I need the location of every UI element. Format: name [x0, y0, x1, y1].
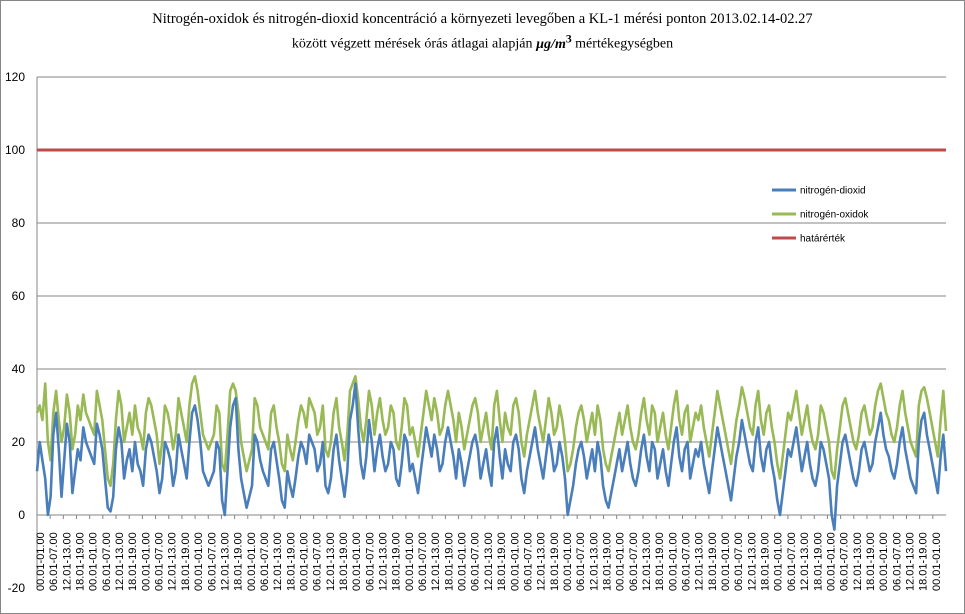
x-tick-label: 18.01-19.00	[760, 532, 772, 591]
x-tick-label: 06.01-07.00	[681, 532, 693, 591]
x-tick-label: 12.01-13.00	[904, 532, 916, 591]
x-tick-label: 12.01-13.00	[852, 532, 864, 591]
title-unit: µg/m	[535, 36, 566, 52]
x-axis: 00.01-01.00 06.01-07.00 12.01-13.00 18.01-1…	[35, 514, 946, 591]
x-tick-label: 06.01-07.00	[364, 532, 376, 591]
x-tick-label: 12.01-13.00	[430, 532, 442, 591]
x-tick-label: 18.01-19.00	[865, 532, 877, 591]
chart-title: Nitrogén-oxidok és nitrogén-dioxid konce…	[0, 10, 965, 54]
x-tick-label: 12.01-13.00	[325, 532, 337, 591]
x-tick-label: 00.01-01.00	[825, 532, 837, 591]
x-tick-label: 00.01-01.00	[35, 532, 47, 591]
x-tick-label: 00.01-01.00	[773, 532, 785, 591]
x-tick-label: 00.01-01.00	[246, 532, 258, 591]
x-tick-label: 12.01-13.00	[61, 532, 73, 591]
x-tick-label: 12.01-13.00	[114, 532, 126, 591]
x-tick-label: 00.01-01.00	[931, 532, 943, 591]
legend: nitrogén-dioxid nitrogén-oxidok határérték	[772, 186, 869, 245]
legend-label: nitrogén-oxidok	[800, 210, 869, 221]
x-tick-label: 00.01-01.00	[457, 532, 469, 591]
x-tick-label: 06.01-07.00	[48, 532, 60, 591]
x-tick-label: 06.01-07.00	[154, 532, 166, 591]
x-tick-label: 06.01-07.00	[101, 532, 113, 591]
x-tick-label: 00.01-01.00	[667, 532, 679, 591]
x-tick-label: 00.01-01.00	[562, 532, 574, 591]
x-tick-label: 00.01-01.00	[88, 532, 100, 591]
x-tick-label: 12.01-13.00	[799, 532, 811, 591]
x-tick-label: 00.01-01.00	[351, 532, 363, 591]
chart-title-line2: között végzett mérések órás átlagai alap…	[0, 29, 965, 54]
y-tick-label: 80	[12, 216, 26, 230]
x-tick-label: 12.01-13.00	[167, 532, 179, 591]
x-tick-label: 12.01-13.00	[641, 532, 653, 591]
x-tick-label: 00.01-01.00	[509, 532, 521, 591]
y-tick-label: 120	[5, 70, 25, 84]
x-tick-label: 12.01-13.00	[219, 532, 231, 591]
legend-label: határérték	[800, 234, 846, 245]
x-tick-label: 18.01-19.00	[549, 532, 561, 591]
x-tick-label: 18.01-19.00	[918, 532, 930, 591]
x-tick-label: 06.01-07.00	[786, 532, 798, 591]
x-tick-label: 18.01-19.00	[496, 532, 508, 591]
x-tick-label: 18.01-19.00	[812, 532, 824, 591]
title-unit-exponent: 3	[565, 32, 572, 45]
x-tick-label: 12.01-13.00	[536, 532, 548, 591]
series-line-no2	[35, 382, 948, 531]
x-tick-label: 12.01-13.00	[694, 532, 706, 591]
y-axis: -20 0 20 40 60 80 100 120	[5, 70, 38, 595]
title-line2-suffix: mértékegységben	[571, 36, 674, 52]
y-tick-label: -20	[8, 581, 26, 595]
x-tick-label: 00.01-01.00	[298, 532, 310, 591]
x-tick-label: 06.01-07.00	[628, 532, 640, 591]
x-tick-label: 06.01-07.00	[206, 532, 218, 591]
y-tick-label: 0	[18, 508, 25, 522]
x-tick-label: 18.01-19.00	[75, 532, 87, 591]
x-tick-label: 12.01-13.00	[746, 532, 758, 591]
y-tick-label: 20	[12, 435, 26, 449]
y-tick-label: 100	[5, 143, 25, 157]
x-tick-label: 18.01-19.00	[601, 532, 613, 591]
x-tick-label: 18.01-19.00	[180, 532, 192, 591]
x-tick-label: 06.01-07.00	[891, 532, 903, 591]
x-tick-label: 18.01-19.00	[654, 532, 666, 591]
x-tick-label: 00.01-01.00	[193, 532, 205, 591]
x-tick-label: 06.01-07.00	[259, 532, 271, 591]
x-tick-label: 18.01-19.00	[233, 532, 245, 591]
x-tick-label: 18.01-19.00	[391, 532, 403, 591]
y-tick-label: 60	[12, 289, 26, 303]
x-tick-label: 06.01-07.00	[839, 532, 851, 591]
x-tick-label: 06.01-07.00	[417, 532, 429, 591]
title-line2-text: között végzett mérések órás átlagai alap…	[291, 36, 536, 52]
x-tick-label: 00.01-01.00	[720, 532, 732, 591]
x-tick-label: 00.01-01.00	[878, 532, 890, 591]
x-tick-label: 18.01-19.00	[338, 532, 350, 591]
x-tick-label: 18.01-19.00	[707, 532, 719, 591]
y-tick-label: 40	[12, 362, 26, 376]
x-tick-label: 06.01-07.00	[522, 532, 534, 591]
series-line-nox	[35, 374, 948, 488]
x-tick-label: 00.01-01.00	[615, 532, 627, 591]
x-tick-label: 12.01-13.00	[483, 532, 495, 591]
x-tick-label: 12.01-13.00	[272, 532, 284, 591]
x-tick-label: 06.01-07.00	[733, 532, 745, 591]
x-tick-label: 00.01-01.00	[404, 532, 416, 591]
x-tick-label: 12.01-13.00	[378, 532, 390, 591]
x-tick-label: 12.01-13.00	[588, 532, 600, 591]
chart-title-line1: Nitrogén-oxidok és nitrogén-dioxid konce…	[152, 11, 813, 27]
x-tick-label: 00.01-01.00	[140, 532, 152, 591]
x-tick-label: 06.01-07.00	[312, 532, 324, 591]
x-tick-label: 06.01-07.00	[470, 532, 482, 591]
series-lines	[35, 148, 948, 531]
x-tick-label: 06.01-07.00	[575, 532, 587, 591]
x-tick-label: 18.01-19.00	[127, 532, 139, 591]
x-tick-label: 18.01-19.00	[285, 532, 297, 591]
x-tick-label: 18.01-19.00	[443, 532, 455, 591]
legend-label: nitrogén-dioxid	[800, 186, 866, 197]
